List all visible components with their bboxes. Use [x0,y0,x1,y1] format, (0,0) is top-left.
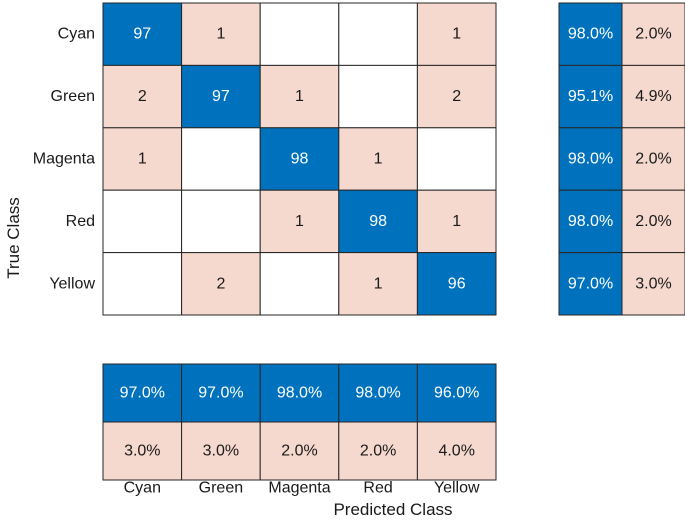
matrix-cell-value: 1 [138,151,147,168]
row-summary-correct-cell [558,2,623,66]
predicted-class-tick-label: Yellow [434,480,480,497]
true-class-tick-label: Magenta [33,151,95,168]
column-summary-incorrect-cell [259,421,340,481]
predicted-class-tick-label: Green [199,480,243,497]
row-summary-incorrect-cell [621,189,685,254]
row-summary-incorrect-cell [621,64,685,129]
true-class-tick-label: Cyan [58,26,95,43]
matrix-cell-value: 1 [374,151,383,168]
matrix-cell [338,64,418,129]
column-summary-incorrect-value: 4.0% [438,443,474,460]
row-summary-correct-value: 98.0% [568,26,613,43]
row-summary-correct-value: 95.1% [568,88,613,105]
matrix-cell [259,252,340,316]
row-summary-incorrect-value: 3.0% [635,275,671,292]
matrix-cell [181,252,261,316]
column-summary-incorrect-value: 3.0% [203,443,239,460]
matrix-cell-value: 98 [291,151,309,168]
column-summary-correct-value: 97.0% [198,385,243,402]
matrix-cell-value: 97 [212,88,230,105]
matrix-cell-value: 98 [369,213,387,230]
predicted-class-tick-label: Cyan [124,480,161,497]
matrix-cell [102,64,183,129]
matrix-cell-value: 2 [138,88,147,105]
row-summary-correct-value: 98.0% [568,151,613,168]
matrix-cell [259,64,340,129]
matrix-cell-value: 1 [452,26,461,43]
column-summary-incorrect-value: 2.0% [281,443,317,460]
y-axis-label: True Class [4,197,23,279]
row-summary-incorrect-value: 2.0% [635,213,671,230]
column-summary-incorrect-cell [416,421,497,481]
matrix-cell [338,189,418,254]
matrix-cell-value: 2 [216,275,225,292]
column-summary-incorrect-value: 3.0% [124,443,160,460]
column-summary-correct-value: 98.0% [355,385,400,402]
matrix-cell [181,2,261,66]
column-summary-incorrect-value: 2.0% [360,443,396,460]
matrix-cell [416,252,497,316]
predicted-class-tick-label: Magenta [268,480,330,497]
column-summary-correct-value: 96.0% [434,385,479,402]
matrix-cell [181,127,261,191]
row-summary-correct-value: 98.0% [568,213,613,230]
matrix-cell-value: 1 [295,88,304,105]
column-summary-correct-value: 97.0% [120,385,165,402]
true-class-tick-labels: Cyan Green Magenta Red Yellow [33,26,96,293]
matrix-cell-value: 1 [295,213,304,230]
true-class-tick-label: Green [51,88,95,105]
matrix-cell-value: 2 [452,88,461,105]
predicted-class-tick-labels: Cyan Green Magenta Red Yellow [124,480,480,497]
matrix-cell [338,2,418,66]
matrix-cell-value: 1 [374,275,383,292]
row-summary-correct-cell [558,252,623,316]
matrix-cell [102,2,183,66]
row-summary-correct-cell [558,127,623,191]
column-summary-correct-cell [338,363,418,423]
row-summary-grid: 98.0% 95.1% 98.0% 98.0% 97.0% 2.0% 4.9% 2.0% 2.0… [558,2,685,316]
row-summary-incorrect-value: 4.9% [635,88,671,105]
row-summary-incorrect-value: 2.0% [635,151,671,168]
column-summary-grid: 97.0% 97.0% 98.0% 98.0% 96.0% 3.0% 3.0% 2.0% 2.0… [102,363,497,481]
matrix-cell [259,2,340,66]
matrix-cell-value: 97 [133,26,151,43]
row-summary-incorrect-value: 2.0% [635,26,671,43]
matrix-cell [416,127,497,191]
column-summary-correct-value: 98.0% [277,385,322,402]
confusion-matrix-grid: 97 1 1 2 97 1 2 1 98 1 1 98 1 2 1 96 [102,2,497,316]
x-axis-label: Predicted Class [333,500,452,519]
matrix-cell-value: 1 [216,26,225,43]
matrix-cell-value: 96 [448,275,466,292]
row-summary-correct-cell [558,189,623,254]
matrix-cell [416,2,497,66]
true-class-tick-label: Yellow [49,275,95,292]
column-summary-incorrect-cell [102,421,183,481]
row-summary-correct-value: 97.0% [568,275,613,292]
matrix-cell [181,189,261,254]
row-summary-correct-cell [558,64,623,129]
matrix-cell [102,189,183,254]
row-summary-incorrect-cell [621,252,685,316]
matrix-cell-value: 1 [452,213,461,230]
true-class-tick-label: Red [66,213,95,230]
matrix-cell [102,127,183,191]
matrix-cell [338,127,418,191]
predicted-class-tick-label: Red [363,480,392,497]
matrix-cell [102,252,183,316]
column-summary-incorrect-cell [338,421,418,481]
